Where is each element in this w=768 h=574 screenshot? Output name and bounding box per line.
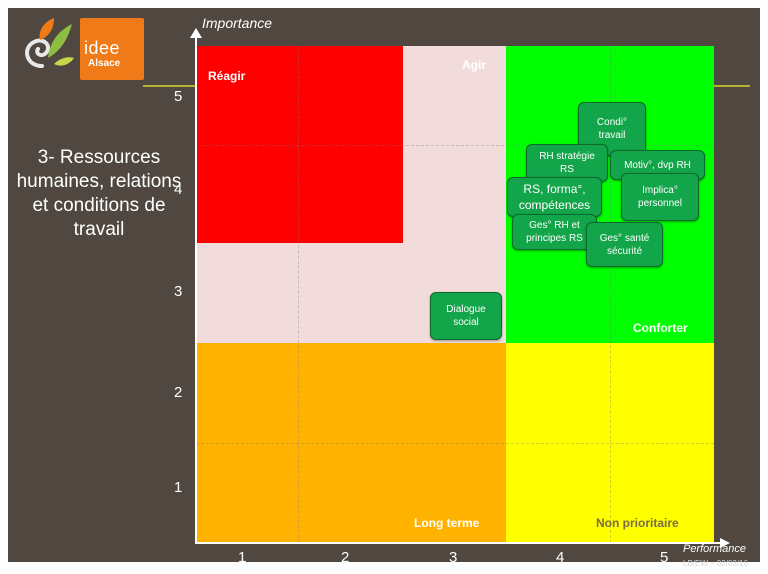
topic-line: compétences (518, 198, 591, 212)
topic-line: travail (598, 130, 626, 141)
quadrant-label-reagir: Réagir (208, 69, 246, 83)
y-tick-label: 1 (174, 479, 183, 496)
y-axis-title: Importance (202, 15, 273, 31)
x-tick-label: 1 (238, 549, 247, 566)
y-tick-label: 5 (174, 88, 183, 105)
y-tick-label: 4 (174, 181, 183, 198)
decor-line-right (712, 85, 750, 87)
logo: idee Alsace (14, 18, 144, 82)
x-axis-title: Performance (683, 543, 746, 555)
decor-line-left (143, 85, 203, 87)
swirl-leaf-icon (25, 18, 74, 68)
logo-subtitle: Alsace (88, 58, 121, 69)
quadrant-label-conforter: Conforter (633, 321, 688, 335)
quadrant-label-agir: Agir (462, 58, 486, 72)
logo-box (80, 18, 144, 80)
topic-line: personnel (638, 198, 682, 209)
topic-line: RS, forma°, (523, 182, 586, 196)
topic-line: sécurité (606, 245, 642, 257)
y-axis-arrow-icon (190, 28, 202, 38)
x-tick-label: 2 (341, 549, 350, 566)
topic-line: Ges° santé (599, 232, 650, 244)
x-tick-label: 3 (449, 549, 458, 566)
footer-reference: LB/EW – 02/02/16 (683, 559, 748, 568)
section-title: 3- Ressources humaines, relations et con… (16, 147, 182, 240)
topic-box: Implica° personnel (621, 173, 699, 221)
topic-line: Implica° (642, 185, 678, 196)
topic-box: RH stratégie RS (526, 144, 608, 182)
topic-line: Dialogue (446, 304, 486, 315)
topic-line: social (453, 317, 479, 328)
x-axis-arrow-icon (720, 538, 730, 548)
y-tick-label: 2 (174, 384, 183, 401)
gridline (196, 443, 714, 444)
topic-box: Ges° santé sécurité (586, 222, 663, 267)
topic-box: Dialogue social (430, 292, 502, 340)
logo-name: idee (84, 38, 121, 58)
quadrant-non-prioritaire (506, 343, 714, 543)
topic-box: RS, forma°, compétences (507, 177, 602, 217)
quadrant-label-long-terme: Long terme (414, 516, 480, 530)
topic-line: Condi° (596, 117, 628, 128)
topic-line: RS (560, 164, 574, 175)
topic-line: Motiv°, dvp RH (624, 159, 691, 171)
topic-line: Ges° RH et (529, 220, 580, 231)
x-tick-label: 5 (660, 549, 669, 566)
y-axis (195, 34, 197, 544)
x-axis (195, 542, 723, 544)
gridline (298, 46, 299, 543)
topic-line: principes RS (526, 233, 583, 244)
y-tick-label: 3 (174, 283, 183, 300)
x-tick-label: 4 (556, 549, 565, 566)
gridline (610, 46, 611, 543)
topic-box: Ges° RH et principes RS (512, 214, 597, 250)
quadrant-label-non-prioritaire: Non prioritaire (596, 516, 679, 530)
quadrant-reagir (196, 46, 403, 243)
quadrant-long-terme (196, 343, 506, 543)
gridline (196, 145, 714, 146)
topic-line: RH stratégie (539, 151, 595, 162)
